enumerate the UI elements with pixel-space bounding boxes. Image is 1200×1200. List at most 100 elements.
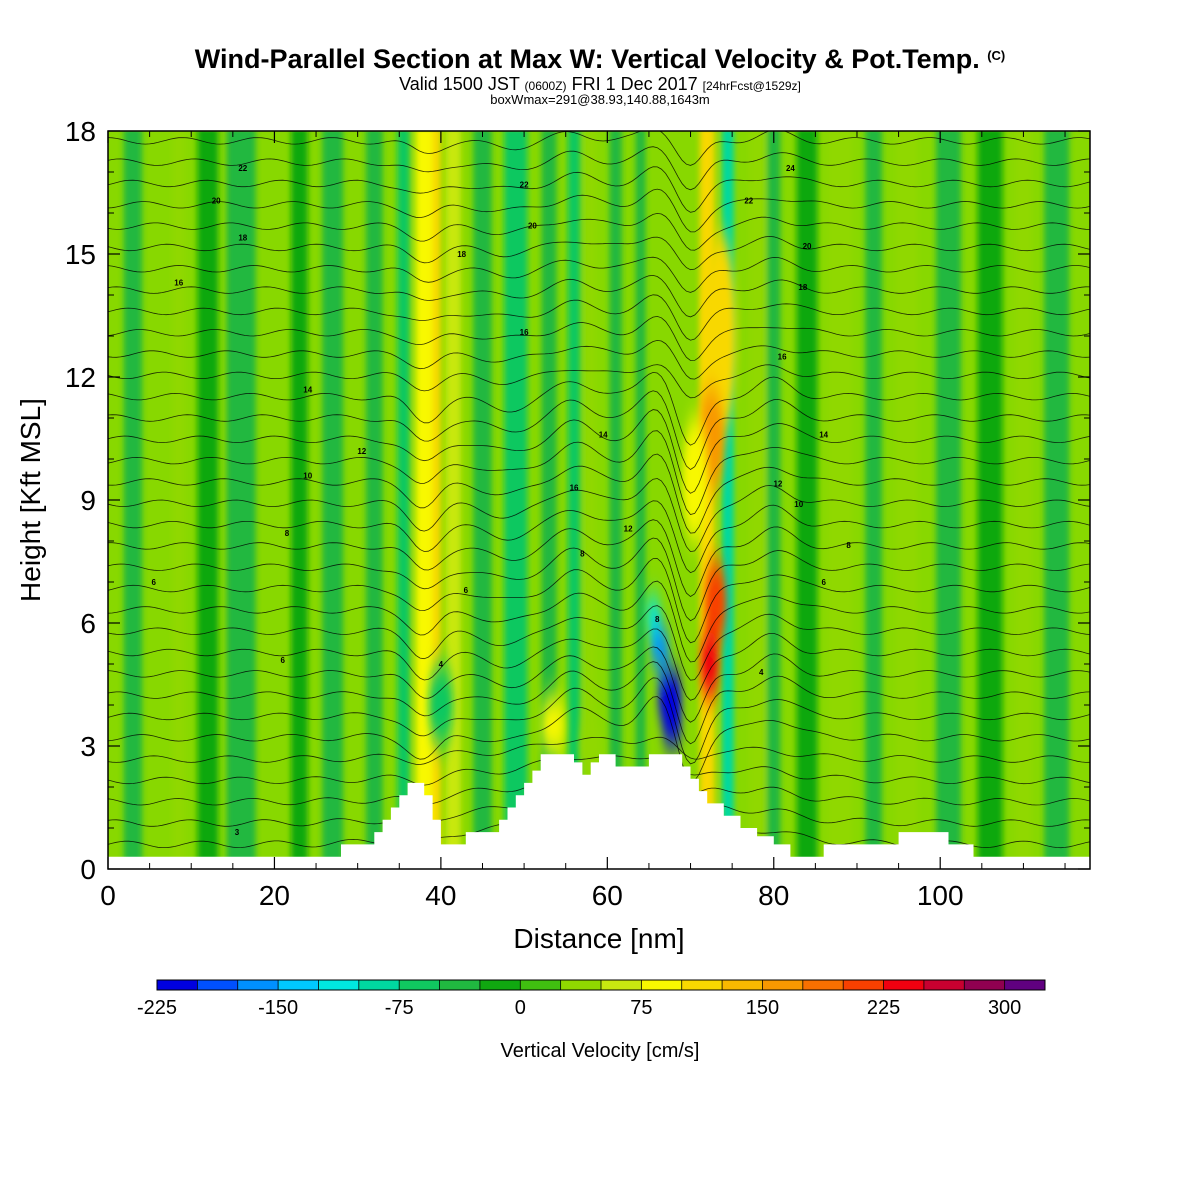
contour-label: 10 xyxy=(794,500,803,509)
velocity-streak xyxy=(504,131,528,869)
x-tick-label: 100 xyxy=(917,880,964,911)
velocity-core xyxy=(657,668,683,726)
theta-contour xyxy=(108,677,1090,765)
theta-contour xyxy=(108,478,1090,553)
colorbar-swatch xyxy=(802,980,844,990)
chart-title: Wind-Parallel Section at Max W: Vertical… xyxy=(194,44,1006,74)
x-tick-label: 20 xyxy=(259,880,290,911)
y-tick-label: 15 xyxy=(65,239,96,270)
colorbar-tick-label: 150 xyxy=(746,997,779,1019)
theta-contour xyxy=(108,736,1090,765)
theta-contour xyxy=(108,131,1090,166)
velocity-streak xyxy=(291,131,308,869)
y-tick-label: 6 xyxy=(80,608,96,639)
plot-area: 22 20 18 16 14 12 10 8 6 6 4 6 22 20 18 16 14 16 12 8 8 22 24 2… xyxy=(108,131,1090,869)
colorbar-swatch xyxy=(641,980,683,990)
theta-contour xyxy=(108,364,1090,399)
theta-contour xyxy=(108,453,1090,534)
contour-label: 12 xyxy=(357,447,366,456)
theta-contour xyxy=(108,537,1090,622)
y-tick-label: 9 xyxy=(80,485,96,516)
velocity-streak xyxy=(767,131,781,869)
velocity-streak xyxy=(635,131,646,869)
contour-label: 8 xyxy=(846,541,851,550)
terrain xyxy=(108,754,1090,869)
theta-contour xyxy=(108,430,1090,515)
contour-label: 16 xyxy=(174,279,183,288)
colorbar-swatch xyxy=(601,980,642,990)
colorbar-swatch xyxy=(1004,980,1046,990)
theta-contours xyxy=(108,131,1090,849)
velocity-core xyxy=(428,664,454,746)
velocity-streak xyxy=(865,131,882,869)
x-tick-label: 60 xyxy=(592,880,623,911)
colorbar-swatch xyxy=(318,980,360,990)
colorbar: -225 -150 -75 0 75 150 225 300 xyxy=(137,979,1046,1019)
colorbar-tick-label: -150 xyxy=(258,997,298,1019)
velocity-streak xyxy=(397,131,410,869)
x-tick-label: 80 xyxy=(758,880,789,911)
theta-contour xyxy=(108,696,1090,782)
velocity-streak xyxy=(936,131,962,869)
contour-label: 22 xyxy=(520,180,529,189)
theta-contour xyxy=(108,188,1090,233)
contour-label: 14 xyxy=(599,430,608,439)
y-tick-label: 18 xyxy=(65,116,96,147)
velocity-core xyxy=(704,561,727,644)
y-axis-label: Height [Kft MSL] xyxy=(15,398,46,602)
chart-box-info: boxWmax=291@38.93,140.88,1643m xyxy=(490,92,710,107)
contour-label: 6 xyxy=(281,656,286,665)
colorbar-swatch xyxy=(722,980,763,990)
velocity-streak xyxy=(541,131,557,869)
contour-label: 24 xyxy=(786,164,795,173)
colorbar-swatch xyxy=(883,980,925,990)
velocity-core xyxy=(540,694,566,757)
contour-label: 16 xyxy=(520,328,529,337)
velocity-streak xyxy=(432,131,441,869)
colorbar-swatch xyxy=(439,980,481,990)
theta-contour xyxy=(108,294,1090,341)
colorbar-swatch xyxy=(964,980,1006,990)
contour-label: 8 xyxy=(655,615,660,624)
colorbar-swatch xyxy=(520,980,562,990)
velocity-streak xyxy=(473,131,492,869)
velocity-core xyxy=(662,713,683,746)
velocity-streak xyxy=(322,131,344,869)
colorbar-tick-label: -75 xyxy=(385,997,414,1019)
colorbar-tick-label: -225 xyxy=(137,997,177,1019)
contour-label: 12 xyxy=(773,480,782,489)
velocity-streak xyxy=(722,131,734,869)
velocity-streak xyxy=(567,131,581,869)
velocity-streak xyxy=(365,131,383,869)
velocity-streak xyxy=(123,131,143,869)
y-tick-label: 0 xyxy=(80,854,96,885)
theta-contour xyxy=(108,371,1090,446)
theta-contour xyxy=(108,256,1090,293)
y-tick-label: 12 xyxy=(65,362,96,393)
contour-label: 18 xyxy=(238,234,247,243)
velocity-streak xyxy=(796,131,818,869)
theta-contour xyxy=(108,409,1090,494)
colorbar-swatch xyxy=(399,980,441,990)
contour-label: 20 xyxy=(528,221,537,230)
contour-label: 4 xyxy=(439,660,444,669)
contour-label: 4 xyxy=(759,668,764,677)
colorbar-swatch xyxy=(762,980,804,990)
colorbar-tick-label: 300 xyxy=(988,997,1021,1019)
theta-contour xyxy=(108,558,1090,644)
theta-contour xyxy=(108,500,1090,574)
contour-label: 12 xyxy=(624,525,633,534)
colorbar-swatch xyxy=(237,980,279,990)
contour-label: 6 xyxy=(152,578,157,587)
theta-contour xyxy=(108,339,1090,380)
velocity-core xyxy=(579,721,603,771)
contour-label: 8 xyxy=(580,549,585,558)
contour-label: 18 xyxy=(798,283,807,292)
theta-contour xyxy=(108,315,1090,361)
contour-labels: 22 20 18 16 14 12 10 8 6 6 4 6 22 20 18 16 14 16 12 8 8 22 24 2… xyxy=(152,164,852,837)
axes: 0 20 40 60 80 100 0 3 6 9 12 15 18 xyxy=(65,116,1090,911)
theta-contour xyxy=(108,146,1090,191)
contour-label: 20 xyxy=(212,197,221,206)
theta-contour xyxy=(108,605,1090,681)
